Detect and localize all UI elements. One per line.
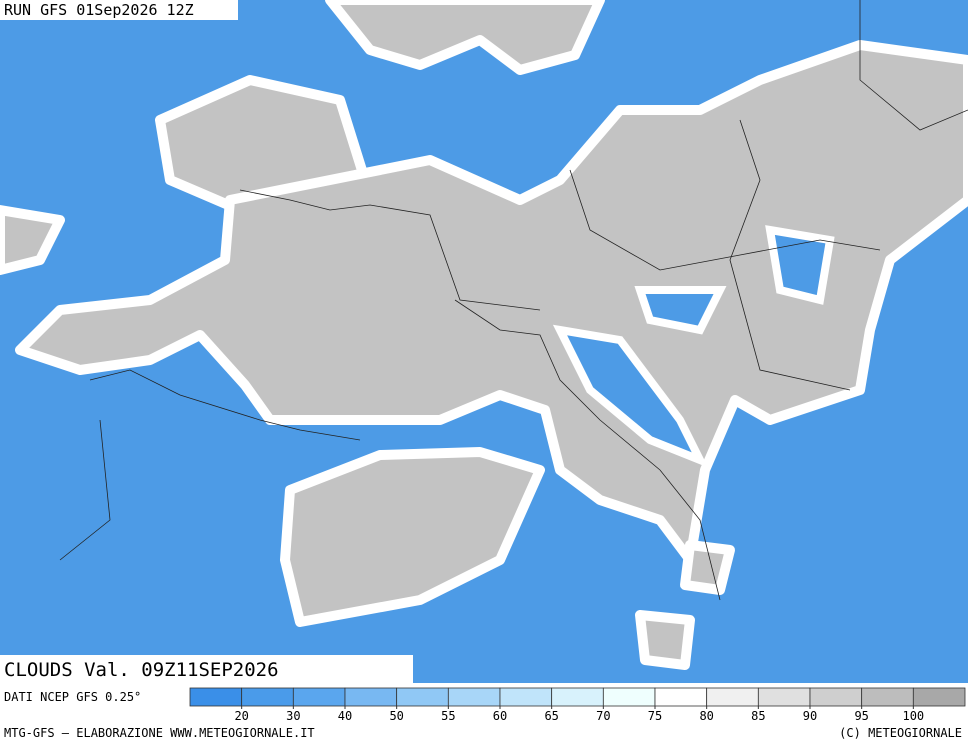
legend-swatch xyxy=(912,687,966,707)
legend-swatch xyxy=(447,687,501,707)
run-box xyxy=(0,0,238,20)
legend-swatch xyxy=(757,687,811,707)
legend-swatch xyxy=(241,687,294,707)
legend-swatch xyxy=(706,687,759,707)
legend-tick-label: 70 xyxy=(596,709,610,723)
legend-tick-label: 95 xyxy=(854,709,868,723)
legend-tick-label: 75 xyxy=(648,709,662,723)
legend-tick-label: 90 xyxy=(803,709,817,723)
legend-swatch xyxy=(499,687,553,707)
legend-tick-label: 20 xyxy=(234,709,248,723)
legend-swatch xyxy=(551,687,604,707)
source-label: DATI NCEP GFS 0.25° xyxy=(4,690,141,704)
legend-swatch xyxy=(809,687,863,707)
legend-swatch xyxy=(396,687,449,707)
clear-areas xyxy=(552,225,835,468)
legend-tick-label: 100 xyxy=(902,709,924,723)
legend-tick-label: 50 xyxy=(389,709,403,723)
legend-tick-label: 55 xyxy=(441,709,455,723)
cloud-cover xyxy=(0,0,968,670)
legend-swatch xyxy=(654,687,708,707)
legend-swatch xyxy=(861,687,914,707)
run-label: RUN GFS 01Sep2026 12Z xyxy=(4,1,194,19)
borders xyxy=(59,0,968,601)
legend-tick-label: 40 xyxy=(338,709,352,723)
legend-tick-label: 30 xyxy=(286,709,300,723)
legend-swatch xyxy=(344,687,398,707)
legend: 20 30 40 50 55 60 65 70 75 80 85 90 95 100 xyxy=(189,687,966,723)
legend-swatch xyxy=(602,687,656,707)
legend-tick-label: 85 xyxy=(751,709,765,723)
copyright-label: (C) METEOGIORNALE xyxy=(839,726,962,740)
legend-tick-label: 80 xyxy=(699,709,713,723)
legend-tick-label: 65 xyxy=(544,709,558,723)
field-label: CLOUDS Val. 09Z11SEP2026 xyxy=(4,659,279,681)
legend-swatch xyxy=(189,687,243,707)
credit-label: MTG-GFS — ELABORAZIONE WWW.METEOGIORNALE… xyxy=(4,726,315,740)
legend-tick-label: 60 xyxy=(493,709,507,723)
legend-swatch xyxy=(292,687,346,707)
field-box xyxy=(0,655,413,683)
